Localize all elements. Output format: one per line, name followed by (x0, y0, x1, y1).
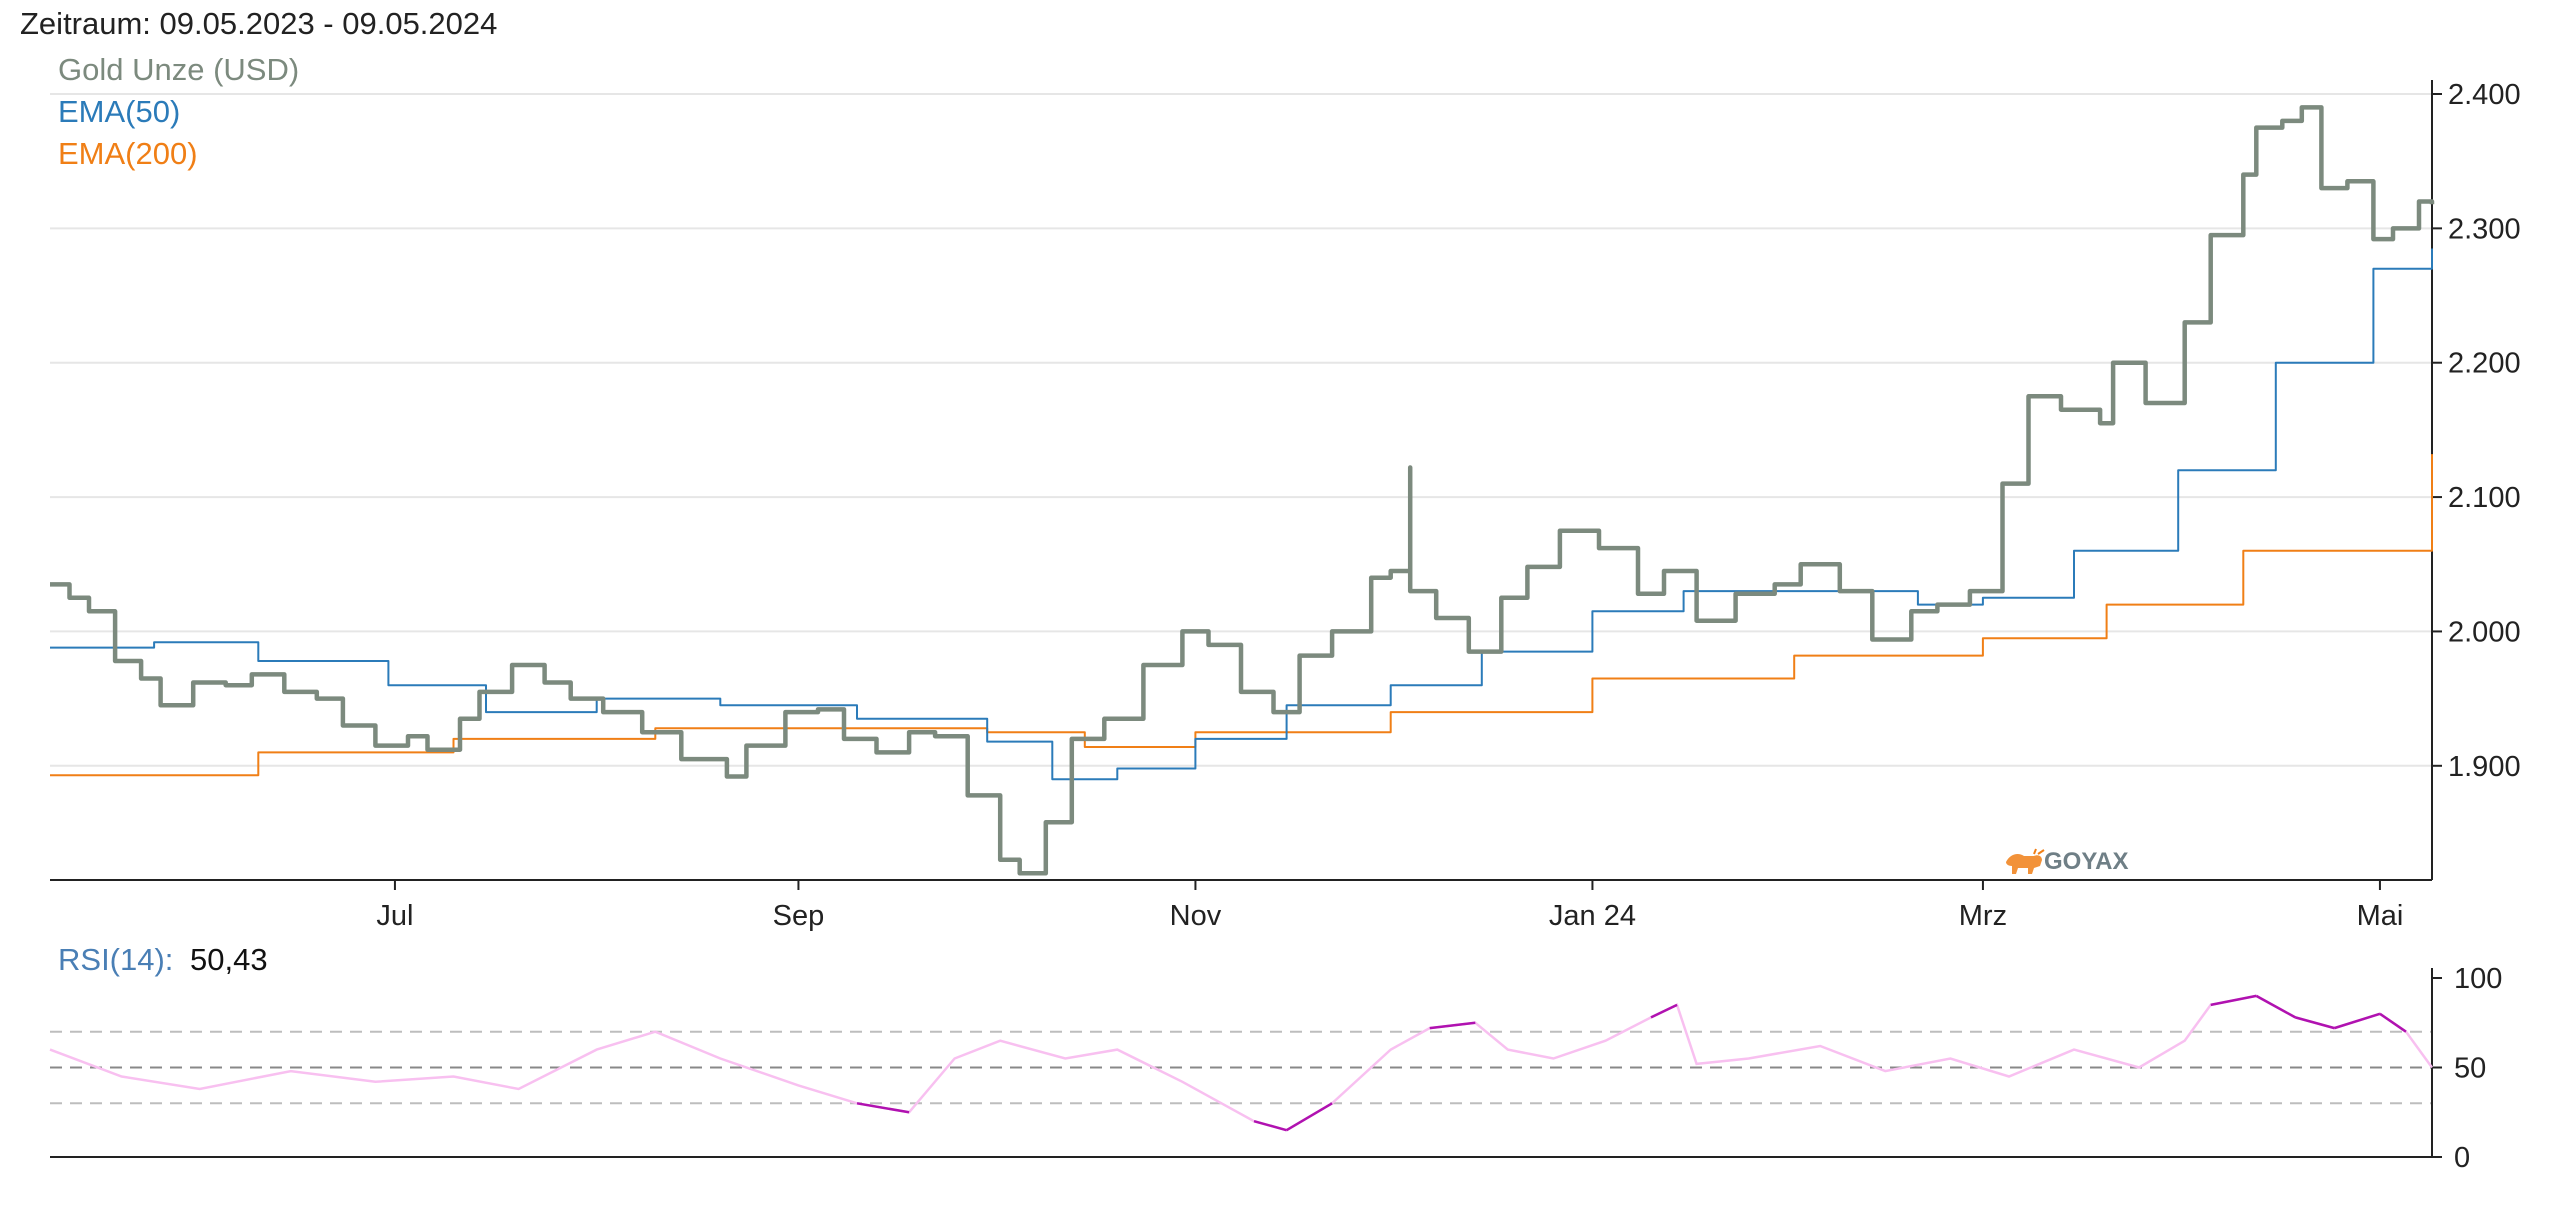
rsi-reference-lines (50, 1030, 2432, 1105)
tick-labels: 2.400 2.300 2.200 2.100 2.000 1.900 Jul Sep Nov J… (376, 79, 2520, 1174)
legend-ema200: EMA(200) (58, 136, 198, 171)
rsi-tick-label: 50 (2454, 1053, 2486, 1085)
ema50-line (50, 248, 2433, 781)
x-tick-label: Jul (376, 900, 413, 932)
x-tick-label: Jan 24 (1549, 900, 1636, 932)
watermark-text: GOYAX (2044, 848, 2128, 875)
rsi-line (49, 994, 2434, 1132)
ema200-line (50, 454, 2433, 777)
gold-price-line (50, 105, 2435, 876)
y-tick-label: 2.200 (2448, 348, 2521, 380)
rsi-tick-label: 100 (2454, 963, 2502, 995)
rsi-extreme-segment (2294, 1016, 2335, 1030)
rsi-extreme-segment (2210, 994, 2257, 1007)
chart-period-label: Zeitraum: 09.05.2023 - 09.05.2024 (20, 6, 498, 41)
rsi-extreme-segment (2255, 994, 2296, 1019)
rsi-extreme-segment (2379, 1012, 2407, 1033)
x-tick-label: Nov (1170, 900, 1222, 932)
y-tick-label: 2.400 (2448, 79, 2521, 111)
rsi-extreme-segment (1285, 1102, 1333, 1132)
rsi-extreme-segment (1253, 1119, 1287, 1132)
rsi-extreme-segment (1429, 1021, 1476, 1030)
rsi-tick-label: 0 (2454, 1142, 2470, 1174)
series-layer (49, 105, 2435, 1132)
legend-gold-price: Gold Unze (USD) (58, 52, 300, 87)
x-tick-label: Mrz (1959, 900, 2007, 932)
y-tick-label: 2.100 (2448, 482, 2521, 514)
y-tick-label: 2.300 (2448, 213, 2521, 245)
rsi-extreme-segment (1650, 1003, 1678, 1019)
main-chart-grid (50, 93, 2432, 767)
rsi-legend: RSI(14): 50,43 (58, 942, 268, 978)
y-tick-label: 1.900 (2448, 751, 2521, 783)
rsi-legend-label: RSI(14): (58, 942, 174, 977)
y-tick-label: 2.000 (2448, 616, 2521, 648)
goyax-watermark: GOYAX (2006, 848, 2128, 875)
x-tick-label: Sep (773, 900, 825, 932)
bull-logo-icon (2006, 848, 2045, 874)
rsi-current-value: 50,43 (190, 942, 268, 977)
legend-ema50: EMA(50) (58, 94, 181, 129)
rsi-extreme-segment (856, 1102, 910, 1114)
rsi-extreme-segment (2334, 1012, 2381, 1030)
chart-axes (50, 80, 2442, 1158)
x-tick-label: Mai (2357, 900, 2404, 932)
